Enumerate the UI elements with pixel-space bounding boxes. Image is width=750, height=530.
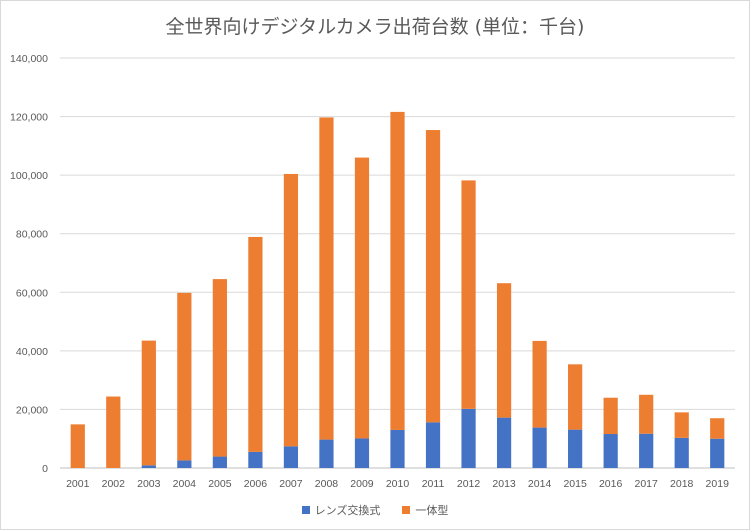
x-tick-label: 2011 — [422, 478, 445, 490]
x-tick-label: 2014 — [528, 478, 552, 490]
x-tick-label: 2009 — [350, 478, 374, 490]
x-tick-label: 2002 — [102, 478, 126, 490]
y-tick-label: 0 — [42, 463, 48, 475]
bar-compact — [106, 396, 121, 468]
legend: レンズ交換式 一体型 — [0, 502, 750, 518]
legend-item-interchangeable: レンズ交換式 — [301, 502, 381, 518]
bar-interchangeable — [283, 446, 299, 468]
x-tick-label: 2013 — [492, 478, 516, 490]
bar-compact — [568, 364, 583, 430]
y-tick-label: 20,000 — [16, 404, 48, 416]
bar-interchangeable — [354, 438, 370, 468]
legend-label-interchangeable: レンズ交換式 — [314, 504, 381, 517]
bar-compact — [177, 292, 192, 461]
bar-compact — [354, 157, 370, 439]
legend-swatch-compact — [402, 506, 411, 514]
bar-interchangeable — [532, 427, 547, 468]
bar-compact — [70, 424, 85, 468]
y-tick-label: 120,000 — [10, 112, 48, 124]
bar-interchangeable — [141, 465, 156, 468]
bar-compact — [532, 340, 547, 428]
bar-interchangeable — [639, 433, 654, 468]
chart-title: 全世界向けデジタルカメラ出荷台数 (単位：千台) — [165, 16, 585, 38]
x-tick-label: 2019 — [706, 478, 730, 490]
x-tick-label: 2006 — [244, 478, 268, 490]
bar-compact — [425, 130, 441, 423]
bar-compact — [603, 397, 618, 435]
y-tick-label: 60,000 — [16, 287, 48, 299]
bar-interchangeable — [177, 460, 192, 468]
bar-interchangeable — [568, 429, 583, 468]
bar-interchangeable — [319, 439, 334, 468]
bar-interchangeable — [212, 456, 227, 468]
bar-compact — [674, 412, 689, 438]
bar-interchangeable — [461, 408, 476, 468]
x-tick-label: 2017 — [635, 478, 659, 490]
bar-compact — [141, 340, 156, 466]
y-tick-label: 40,000 — [16, 346, 48, 358]
x-tick-label: 2016 — [599, 478, 623, 490]
bar-compact — [390, 111, 405, 430]
bar-compact — [212, 279, 227, 457]
y-tick-label: 80,000 — [16, 229, 48, 241]
bar-interchangeable — [603, 434, 618, 468]
bar-interchangeable — [710, 438, 725, 468]
x-tick-label: 2004 — [173, 478, 197, 490]
x-tick-label: 2001 — [66, 478, 90, 490]
x-tick-label: 2015 — [563, 478, 587, 490]
legend-label-compact: 一体型 — [415, 504, 449, 517]
x-tick-label: 2007 — [279, 478, 303, 490]
x-tick-label: 2003 — [137, 478, 161, 490]
bar-compact — [710, 418, 725, 439]
x-tick-label: 2008 — [315, 478, 339, 490]
y-tick-label: 100,000 — [10, 170, 48, 182]
bar-compact — [461, 180, 476, 409]
bar-interchangeable — [425, 422, 441, 468]
bar-compact — [283, 173, 299, 447]
bar-compact — [496, 283, 512, 418]
bar-compact — [319, 117, 334, 440]
bar-interchangeable — [674, 437, 689, 468]
bar-interchangeable — [248, 451, 263, 468]
legend-swatch-interchangeable — [301, 506, 310, 514]
y-tick-label: 140,000 — [10, 53, 48, 65]
bar-interchangeable — [496, 417, 512, 468]
bar-compact — [248, 236, 263, 452]
legend-item-compact: 一体型 — [402, 502, 448, 518]
x-tick-label: 2010 — [386, 478, 410, 490]
x-tick-label: 2018 — [670, 478, 694, 490]
bar-compact — [639, 394, 654, 434]
x-tick-label: 2012 — [457, 478, 481, 490]
bar-interchangeable — [390, 429, 405, 468]
x-tick-label: 2005 — [208, 478, 232, 490]
